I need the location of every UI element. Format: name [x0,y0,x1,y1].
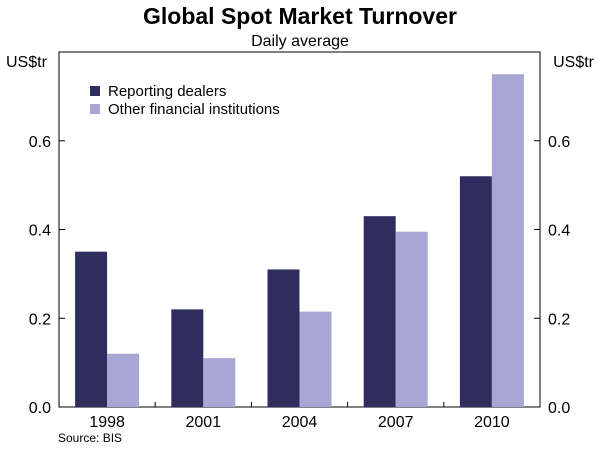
bar-reporting-dealers-2010 [459,176,492,407]
y-tick-label-left-3: 0.6 [29,134,51,151]
bar-other-financial-institutions-2007 [395,231,428,407]
legend-label-other-financial-institutions: Other financial institutions [108,101,280,118]
bar-other-financial-institutions-1998 [107,353,140,407]
y-tick-label-right-1: 0.2 [548,311,570,328]
y-tick-label-left-1: 0.2 [29,311,51,328]
x-tick-label-2001: 2001 [186,414,222,431]
chart-subtitle: Daily average [251,33,349,50]
chart-title: Global Spot Market Turnover [143,3,457,29]
bar-reporting-dealers-2007 [363,216,396,407]
bars-group [75,74,524,407]
bar-reporting-dealers-2004 [267,269,300,407]
ticks-group: 1998 2001 2004 2007 2010 0.0 0.0 0.2 0.2 0.4 0.4 0.… [29,134,571,431]
x-tick-label-2010: 2010 [474,414,510,431]
bar-reporting-dealers-1998 [75,251,108,407]
y-tick-label-right-0: 0.0 [548,400,570,417]
x-tick-label-2004: 2004 [282,414,318,431]
y-tick-label-left-0: 0.0 [29,400,51,417]
bar-other-financial-institutions-2001 [203,358,236,407]
y-tick-label-right-2: 0.4 [548,223,570,240]
y-axis-label-left: US$tr [6,54,48,71]
bar-reporting-dealers-2001 [171,309,204,407]
y-tick-label-left-2: 0.4 [29,223,51,240]
legend: Reporting dealers Other financial instit… [90,83,280,118]
bar-other-financial-institutions-2004 [299,311,332,407]
legend-swatch-other-financial-institutions [90,104,100,114]
legend-label-reporting-dealers: Reporting dealers [108,83,226,100]
x-tick-label-1998: 1998 [89,414,125,431]
y-axis-label-right: US$tr [553,54,595,71]
source-note: Source: BIS [58,431,122,445]
y-tick-label-right-3: 0.6 [548,134,570,151]
x-tick-label-2007: 2007 [378,414,414,431]
bar-other-financial-institutions-2010 [491,74,524,407]
legend-swatch-reporting-dealers [90,86,100,96]
